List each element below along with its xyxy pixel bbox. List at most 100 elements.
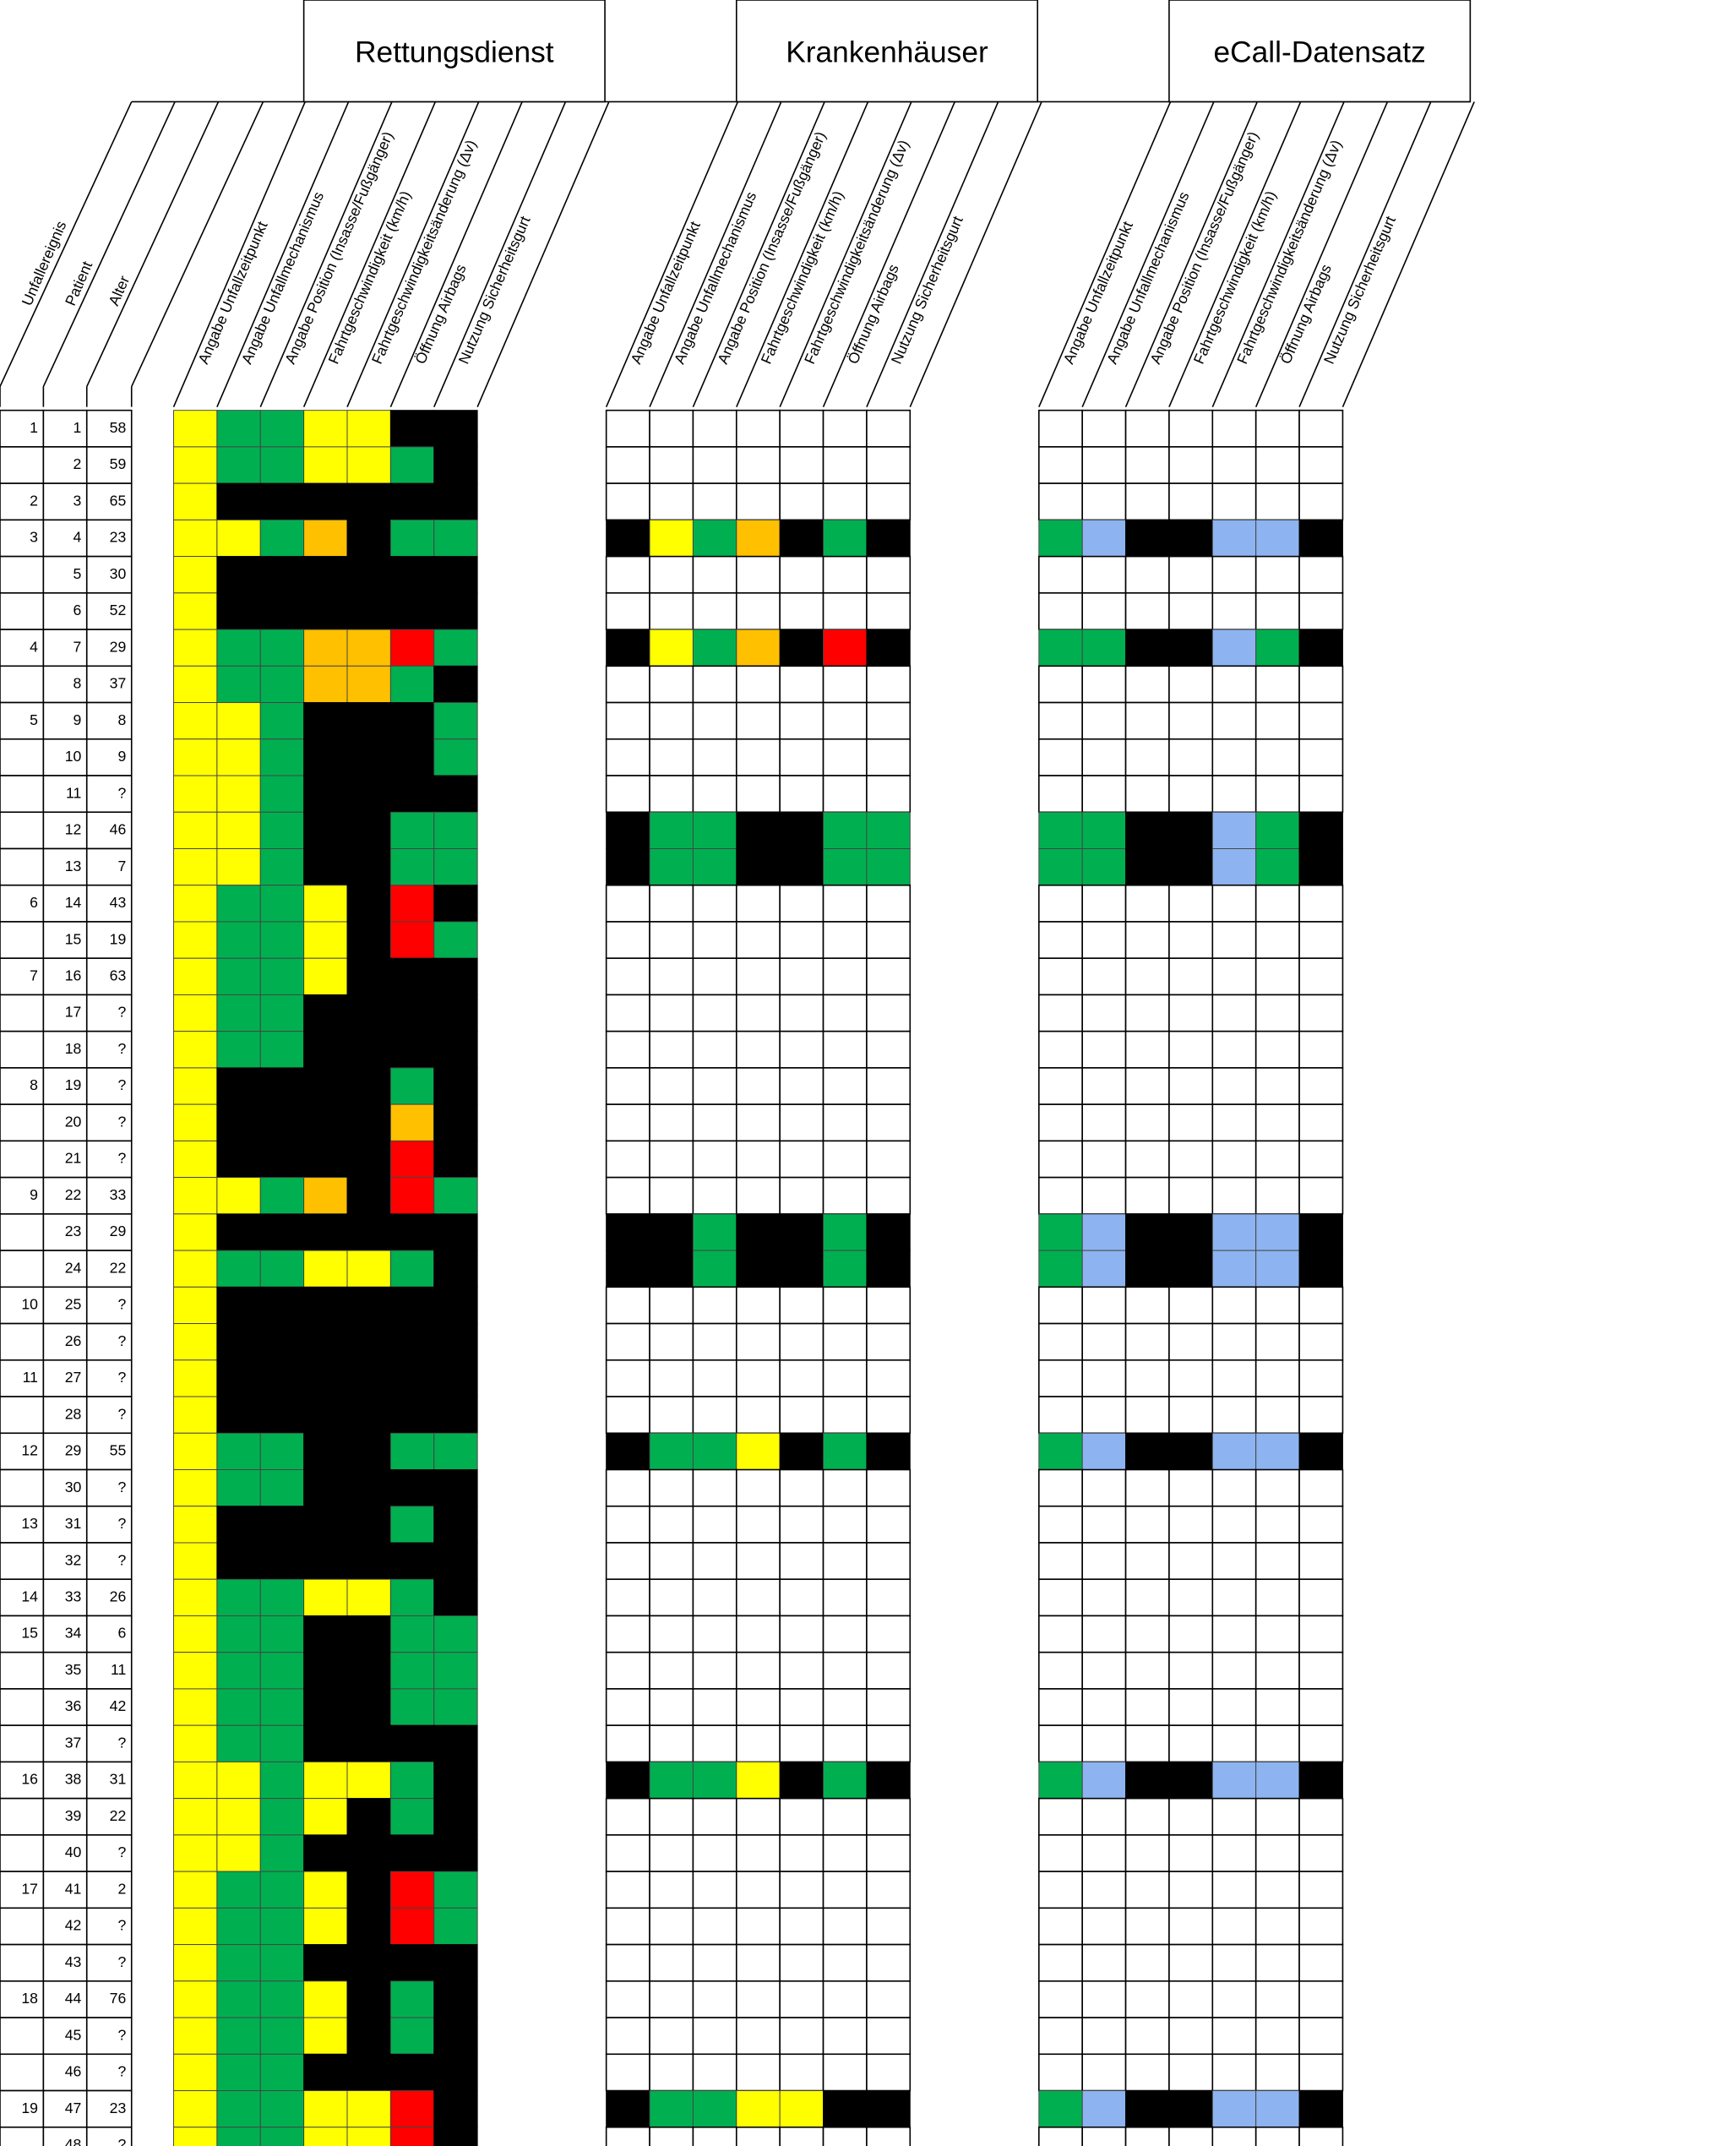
cell-value: 6 <box>73 602 82 618</box>
cell <box>1254 1322 1300 1361</box>
cell <box>1124 1871 1170 1909</box>
cell <box>346 1250 391 1288</box>
cell <box>216 1980 261 2018</box>
cell <box>1211 665 1257 704</box>
cell <box>779 1688 824 1726</box>
cell <box>866 446 912 484</box>
cell <box>605 1907 650 1946</box>
cell <box>692 519 737 558</box>
cell <box>1168 1103 1214 1142</box>
cell <box>1124 1542 1170 1581</box>
cell <box>606 519 650 558</box>
cell <box>1298 1724 1344 1763</box>
cell <box>1081 1724 1127 1763</box>
cell <box>259 629 305 667</box>
cell <box>779 1761 824 1800</box>
cell <box>0 1834 45 1872</box>
cell <box>173 1688 218 1726</box>
column-label: Unfallereignis <box>19 218 70 308</box>
cell <box>822 1505 868 1544</box>
cell-value: 19 <box>65 1076 82 1093</box>
cell <box>692 957 737 996</box>
cell <box>1038 994 1083 1032</box>
cell <box>866 482 912 521</box>
cell-value: 8 <box>73 675 82 692</box>
cell <box>173 1323 218 1361</box>
cell <box>433 1615 478 1653</box>
cell-value: 23 <box>110 529 127 546</box>
cell <box>779 701 824 740</box>
cell <box>692 409 737 448</box>
cell <box>1168 1651 1214 1690</box>
cell <box>649 738 694 776</box>
cell <box>303 1359 348 1397</box>
cell-value: 63 <box>110 967 127 983</box>
cell <box>216 1396 261 1434</box>
cell <box>216 1542 261 1580</box>
cell <box>0 2126 45 2146</box>
cell <box>389 2127 435 2146</box>
cell <box>433 1323 478 1361</box>
cell-value: 10 <box>65 748 82 765</box>
cell <box>1038 2053 1083 2092</box>
cell <box>303 738 348 776</box>
cell <box>1298 1359 1344 1397</box>
cell <box>866 555 912 594</box>
cell <box>1254 1067 1300 1105</box>
cell <box>0 1103 45 1142</box>
cell <box>735 1943 781 1982</box>
cell <box>649 848 694 886</box>
cell-value: 1 <box>73 419 82 436</box>
cell <box>173 1542 218 1580</box>
cell <box>605 884 650 923</box>
column-label: Angabe Unfallmechanismus <box>1103 189 1192 367</box>
cell-value: 46 <box>65 2063 82 2080</box>
cell <box>389 592 435 630</box>
cell <box>1124 665 1170 704</box>
cell <box>85 1724 133 1763</box>
cell-value: ? <box>117 1332 126 1349</box>
cell <box>605 409 650 448</box>
cell <box>346 2017 391 2055</box>
cell <box>42 1286 88 1325</box>
cell-value: 9 <box>73 711 82 728</box>
cell <box>1255 2090 1300 2128</box>
cell <box>389 1652 435 1690</box>
cell <box>433 1067 478 1105</box>
cell <box>606 629 650 667</box>
cell <box>649 482 694 521</box>
cell <box>173 1103 218 1141</box>
cell <box>1254 1688 1300 1726</box>
cell <box>303 1761 348 1800</box>
cell <box>692 1615 737 1653</box>
cell <box>779 1651 824 1690</box>
cell <box>173 1213 218 1251</box>
cell <box>1211 1907 1257 1946</box>
cell <box>173 1396 218 1434</box>
cell <box>1254 1176 1300 1215</box>
rule <box>216 101 350 407</box>
cell <box>346 702 391 740</box>
cell <box>866 1140 912 1179</box>
cell <box>1298 994 1344 1032</box>
cell <box>1125 2090 1170 2128</box>
cell-value: ? <box>117 1405 126 1422</box>
cell-value: 36 <box>65 1697 82 1714</box>
cell <box>173 1578 218 1616</box>
cell <box>85 409 133 448</box>
cell <box>1081 921 1127 960</box>
cell <box>1168 1030 1214 1069</box>
cell <box>605 1396 650 1435</box>
cell <box>779 1396 824 1435</box>
cell <box>346 1213 391 1251</box>
cell <box>736 629 781 667</box>
cell <box>216 957 261 995</box>
cell <box>1298 1322 1344 1361</box>
cell-value: 18 <box>65 1040 82 1057</box>
cell <box>259 1177 305 1215</box>
cell <box>1081 2090 1127 2128</box>
cell <box>1298 1943 1344 1982</box>
cell <box>1124 921 1170 960</box>
cell <box>1168 1980 1214 2018</box>
